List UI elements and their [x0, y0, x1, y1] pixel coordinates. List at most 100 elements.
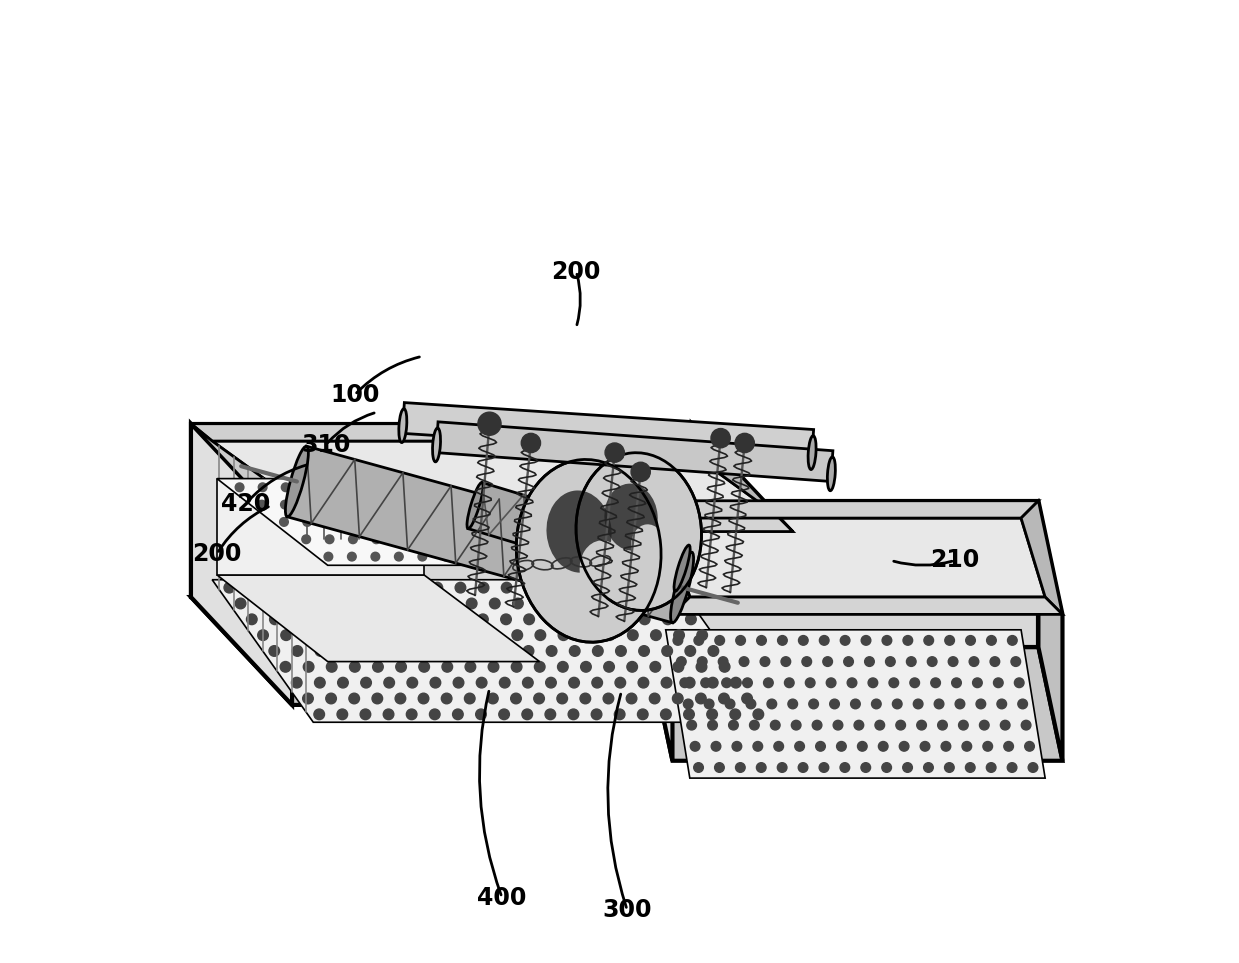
Circle shape — [930, 678, 940, 688]
Circle shape — [327, 630, 338, 640]
Polygon shape — [648, 647, 1063, 761]
Circle shape — [394, 552, 403, 560]
Circle shape — [805, 678, 815, 688]
Circle shape — [501, 614, 512, 625]
Ellipse shape — [580, 540, 627, 600]
Circle shape — [750, 720, 760, 730]
Circle shape — [235, 598, 245, 609]
Circle shape — [444, 598, 453, 609]
Circle shape — [809, 699, 819, 709]
Circle shape — [628, 598, 639, 609]
Circle shape — [701, 678, 710, 688]
Circle shape — [466, 598, 477, 609]
Circle shape — [903, 636, 913, 645]
Circle shape — [384, 645, 395, 657]
Circle shape — [292, 614, 304, 625]
Ellipse shape — [432, 428, 441, 462]
Circle shape — [545, 677, 556, 688]
Circle shape — [593, 583, 605, 593]
Circle shape — [326, 517, 335, 526]
Circle shape — [396, 598, 408, 609]
Circle shape — [921, 742, 929, 751]
Circle shape — [348, 534, 357, 543]
Circle shape — [499, 709, 509, 719]
Circle shape — [1021, 720, 1031, 730]
Circle shape — [924, 636, 933, 645]
Circle shape — [955, 699, 965, 709]
Circle shape — [938, 720, 948, 730]
Circle shape — [326, 693, 336, 704]
Circle shape — [890, 678, 898, 688]
Circle shape — [615, 709, 624, 719]
Circle shape — [715, 763, 725, 772]
Circle shape — [408, 645, 419, 656]
Circle shape — [361, 677, 372, 688]
Circle shape — [736, 636, 746, 645]
Circle shape — [420, 501, 429, 508]
Circle shape — [886, 657, 895, 666]
Circle shape — [784, 678, 794, 688]
Circle shape — [892, 699, 902, 709]
Circle shape — [524, 583, 535, 593]
Circle shape — [778, 636, 787, 645]
Circle shape — [673, 636, 683, 645]
Circle shape — [695, 693, 706, 704]
Circle shape — [535, 630, 545, 640]
Circle shape — [673, 662, 684, 672]
Circle shape — [684, 709, 694, 719]
Circle shape — [453, 646, 465, 657]
Polygon shape — [191, 424, 292, 705]
Circle shape — [247, 583, 258, 593]
Circle shape — [847, 678, 857, 688]
Circle shape — [861, 763, 871, 772]
Circle shape — [732, 742, 742, 751]
Circle shape — [592, 677, 602, 688]
Circle shape — [694, 763, 704, 772]
Circle shape — [740, 657, 748, 666]
Circle shape — [871, 699, 881, 709]
Circle shape — [512, 630, 523, 640]
Circle shape — [802, 657, 812, 666]
Circle shape — [396, 518, 405, 526]
Circle shape — [771, 720, 781, 730]
Circle shape — [823, 657, 833, 666]
Circle shape — [650, 630, 662, 640]
Circle shape — [869, 678, 877, 688]
Circle shape — [465, 662, 476, 672]
Circle shape — [707, 720, 717, 730]
Circle shape — [735, 433, 755, 453]
Polygon shape — [217, 479, 424, 575]
Circle shape — [489, 598, 501, 609]
Circle shape — [327, 598, 338, 609]
Circle shape — [819, 636, 829, 645]
Circle shape — [478, 412, 501, 435]
Circle shape — [663, 583, 674, 593]
Circle shape — [409, 614, 419, 625]
Circle shape — [986, 763, 996, 772]
Circle shape — [373, 630, 384, 640]
Circle shape — [558, 662, 569, 672]
Circle shape — [581, 630, 592, 640]
Circle shape — [662, 677, 672, 688]
Circle shape — [719, 693, 730, 704]
Circle shape — [316, 583, 327, 593]
Circle shape — [501, 645, 510, 657]
Circle shape — [731, 677, 741, 688]
Circle shape — [512, 552, 520, 560]
Circle shape — [840, 763, 850, 772]
Polygon shape — [648, 501, 673, 761]
Circle shape — [325, 552, 333, 560]
Circle shape — [351, 630, 361, 640]
Circle shape — [997, 699, 1006, 709]
Polygon shape — [287, 446, 691, 623]
Circle shape — [980, 720, 989, 730]
Circle shape — [432, 583, 442, 593]
Polygon shape — [648, 501, 1038, 647]
Circle shape — [395, 662, 406, 672]
Circle shape — [523, 677, 533, 688]
Circle shape — [730, 709, 741, 719]
Circle shape — [605, 598, 616, 609]
Circle shape — [385, 583, 396, 593]
Circle shape — [395, 693, 405, 704]
Circle shape — [302, 693, 313, 704]
